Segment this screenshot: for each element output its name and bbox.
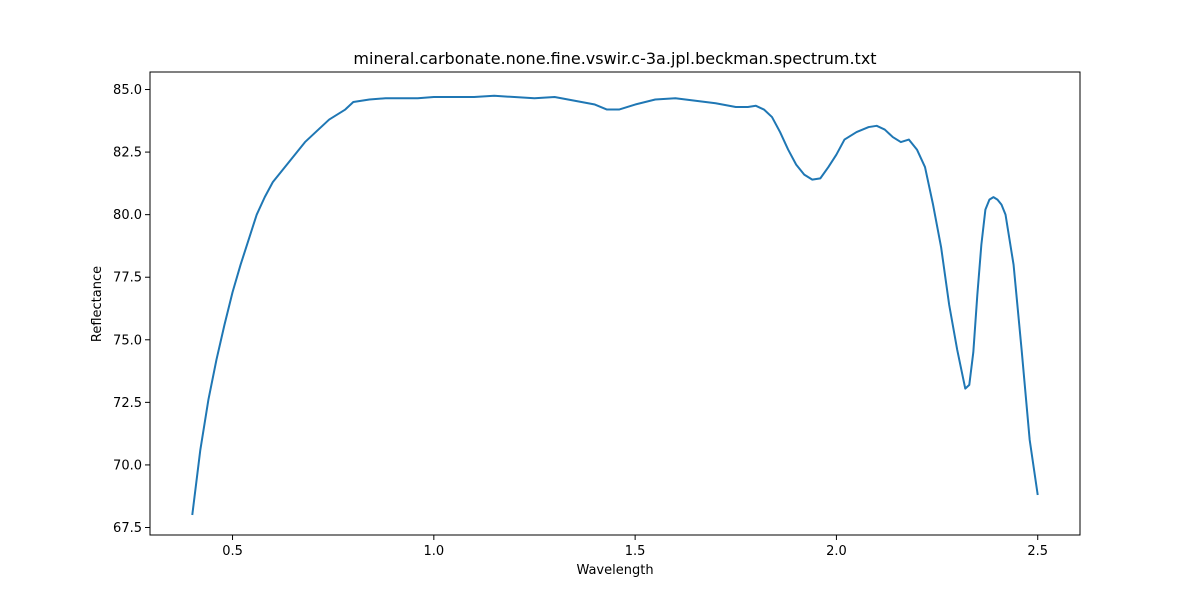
x-tick-label: 1.0 bbox=[423, 544, 444, 559]
y-axis-label: Reflectance bbox=[90, 266, 105, 342]
series-line bbox=[191, 94, 1039, 516]
y-tick-label: 70.0 bbox=[113, 458, 142, 473]
plot-frame bbox=[149, 71, 1081, 536]
y-tick-label: 72.5 bbox=[113, 396, 142, 411]
y-tick-label: 80.0 bbox=[113, 208, 142, 223]
y-tick-label: 77.5 bbox=[113, 271, 142, 286]
y-tick-label: 82.5 bbox=[113, 146, 142, 161]
y-tick-label: 75.0 bbox=[113, 333, 142, 348]
y-tick-label: 85.0 bbox=[113, 83, 142, 98]
y-tick-label: 67.5 bbox=[113, 521, 142, 536]
chart-title: mineral.carbonate.none.fine.vswir.c-3a.j… bbox=[353, 49, 876, 68]
y-axis: 67.5 70.0 72.5 75.0 77.5 80.0 82.5 85.0 bbox=[113, 83, 150, 536]
x-axis: 0.5 1.0 1.5 2.0 2.5 bbox=[222, 535, 1048, 559]
x-tick-label: 0.5 bbox=[222, 544, 243, 559]
x-axis-label: Wavelength bbox=[576, 563, 653, 578]
x-tick-label: 1.5 bbox=[625, 544, 646, 559]
x-tick-label: 2.5 bbox=[1027, 544, 1048, 559]
x-tick-label: 2.0 bbox=[826, 544, 847, 559]
